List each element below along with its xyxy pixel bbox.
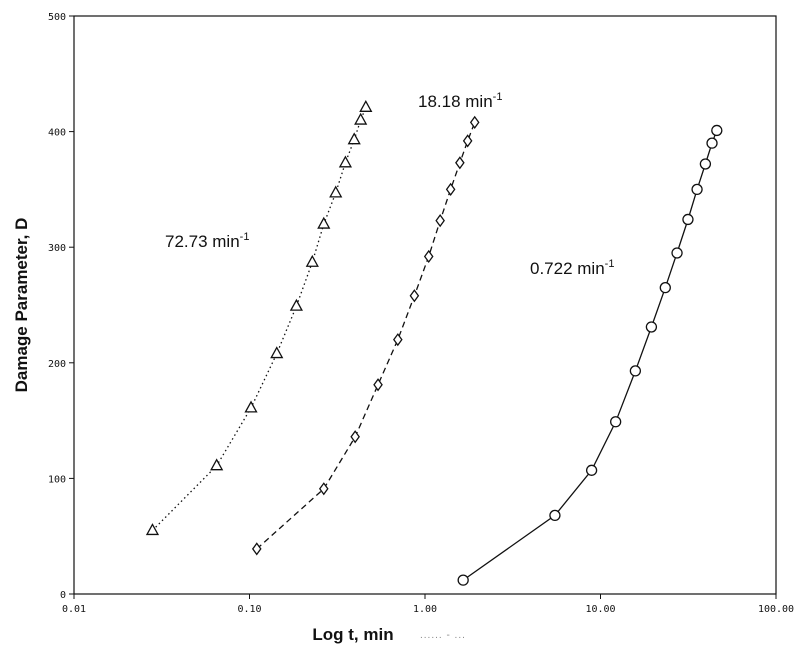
data-point-triangle bbox=[329, 185, 343, 198]
footnote-marks: ...... - ... bbox=[420, 630, 466, 641]
y-tick-label: 400 bbox=[48, 128, 66, 139]
data-point-circle bbox=[706, 137, 718, 149]
series-line bbox=[462, 130, 718, 581]
x-tick-label: 1.00 bbox=[413, 604, 437, 615]
series-circle bbox=[457, 124, 723, 586]
data-point-triangle bbox=[305, 254, 319, 267]
data-point-triangle bbox=[354, 112, 368, 125]
x-tick-label: 100.00 bbox=[758, 604, 794, 615]
data-point-diamond bbox=[462, 134, 473, 148]
y-tick-label: 300 bbox=[48, 243, 66, 254]
series-label: 18.18 min-1 bbox=[418, 91, 502, 111]
data-point-diamond bbox=[350, 430, 360, 444]
data-point-circle bbox=[671, 247, 683, 259]
data-point-triangle bbox=[270, 346, 284, 359]
data-point-diamond bbox=[423, 249, 434, 264]
data-point-circle bbox=[659, 282, 671, 294]
data-point-circle bbox=[629, 365, 642, 377]
data-point-diamond bbox=[251, 542, 262, 556]
data-point-diamond bbox=[445, 182, 456, 197]
data-point-diamond bbox=[435, 214, 445, 228]
series-label: 72.73 min-1 bbox=[165, 231, 249, 251]
data-point-triangle bbox=[347, 132, 361, 145]
y-tick-label: 100 bbox=[48, 474, 66, 485]
data-point-circle bbox=[699, 158, 712, 170]
data-point-circle bbox=[711, 124, 723, 137]
data-point-triangle bbox=[244, 400, 258, 413]
data-point-diamond bbox=[455, 156, 465, 170]
data-point-circle bbox=[610, 416, 622, 428]
data-point-triangle bbox=[359, 99, 373, 112]
y-axis-title: Damage Parameter, D bbox=[12, 218, 31, 393]
data-point-triangle bbox=[210, 458, 224, 471]
data-point-triangle bbox=[338, 155, 353, 168]
series-triangle bbox=[145, 99, 373, 536]
data-point-diamond bbox=[318, 482, 329, 496]
data-point-diamond bbox=[393, 333, 403, 347]
x-tick-label: 10.00 bbox=[585, 604, 615, 615]
data-point-diamond bbox=[469, 115, 480, 129]
data-point-circle bbox=[682, 213, 694, 226]
series-line bbox=[256, 122, 476, 550]
data-point-triangle bbox=[317, 216, 331, 229]
y-axis: 0 100 200 300 400 500 bbox=[48, 12, 74, 601]
data-point-circle bbox=[691, 183, 703, 196]
data-point-diamond bbox=[409, 289, 420, 303]
series-diamond bbox=[251, 115, 480, 556]
data-point-triangle bbox=[145, 523, 160, 536]
x-tick-label: 0.01 bbox=[62, 604, 86, 615]
y-tick-label: 200 bbox=[48, 359, 66, 370]
series-label: 0.722 min-1 bbox=[530, 258, 614, 278]
data-point-triangle bbox=[289, 298, 303, 311]
series-labels: 72.73 min-1 18.18 min-1 0.722 min-1 bbox=[165, 91, 614, 278]
data-point-diamond bbox=[373, 378, 383, 392]
data-point-circle bbox=[457, 574, 469, 586]
data-point-circle bbox=[645, 321, 658, 333]
y-tick-label: 0 bbox=[60, 590, 66, 601]
series-group bbox=[145, 99, 723, 586]
x-axis-title: Log t, min bbox=[312, 625, 393, 644]
series-line bbox=[152, 107, 367, 531]
x-axis: 0.01 0.10 1.00 10.00 100.00 bbox=[62, 594, 794, 615]
y-tick-label: 500 bbox=[48, 12, 66, 23]
x-tick-label: 0.10 bbox=[237, 604, 261, 615]
data-point-circle bbox=[585, 464, 598, 476]
data-point-circle bbox=[549, 509, 561, 522]
